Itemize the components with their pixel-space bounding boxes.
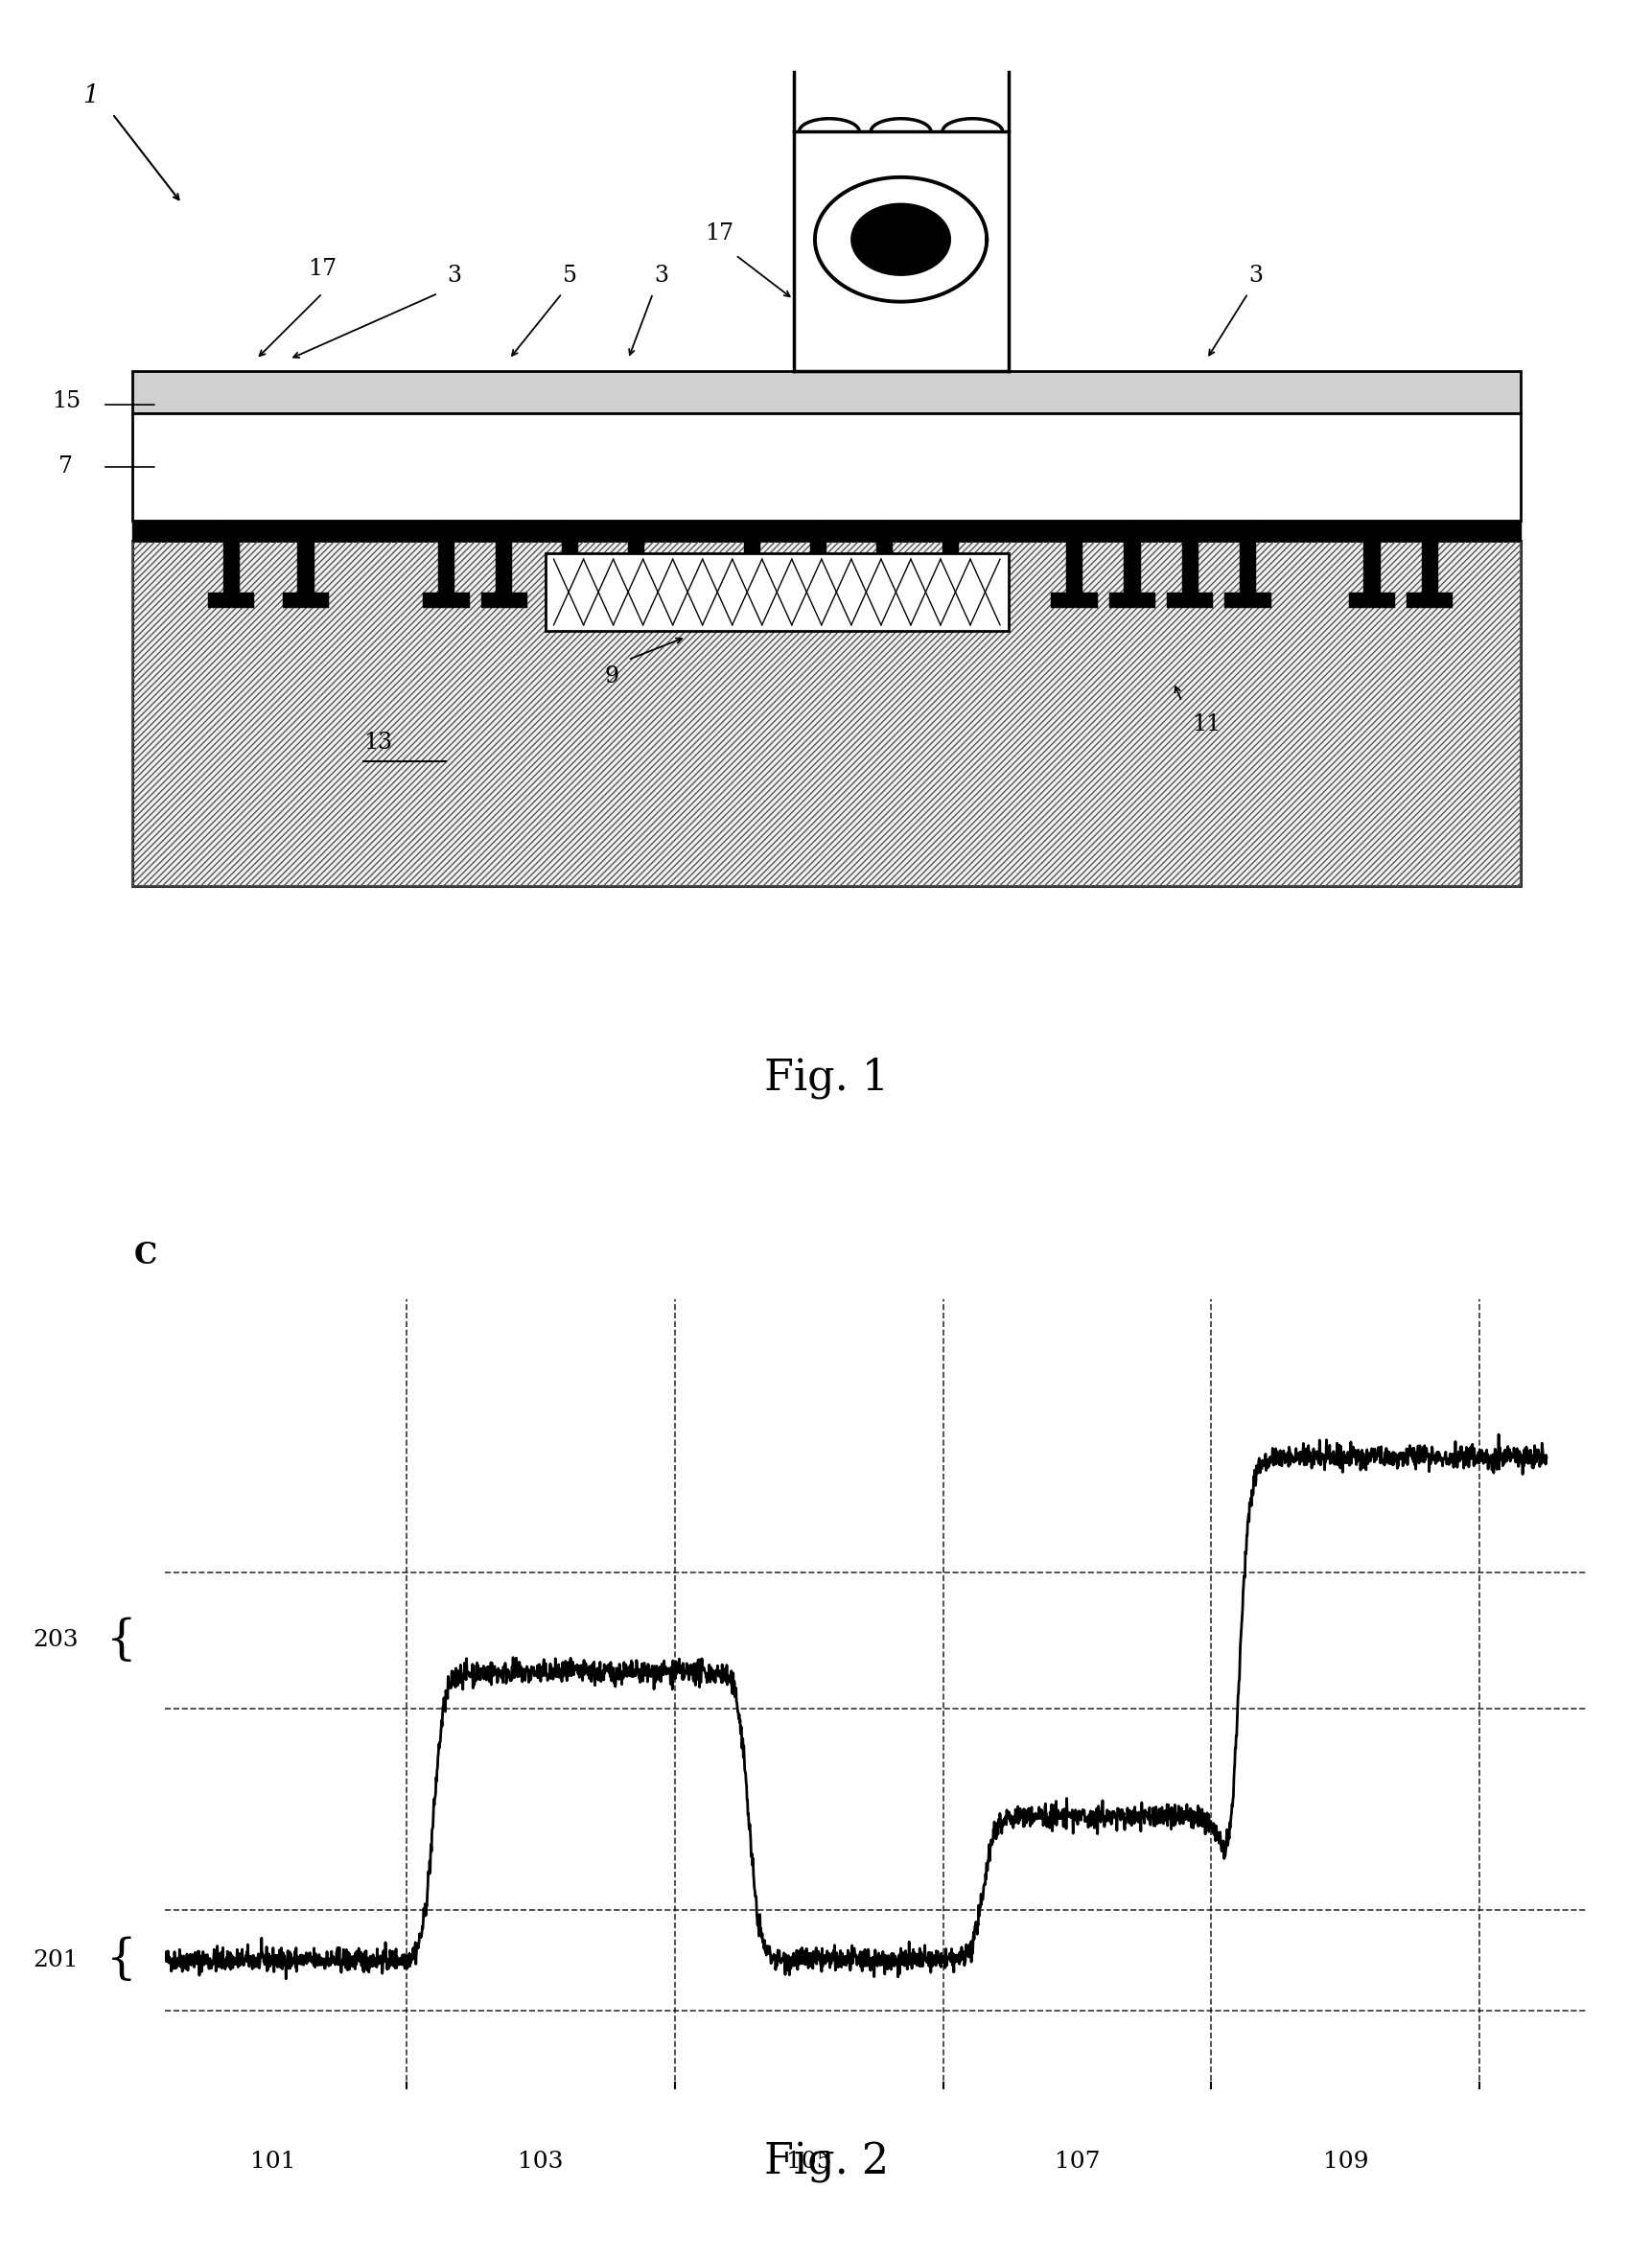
Bar — [1066, 522, 1082, 592]
Bar — [1181, 522, 1198, 592]
Text: 1: 1 — [83, 84, 99, 108]
Bar — [1406, 592, 1452, 608]
Text: 103: 103 — [517, 2151, 563, 2173]
Bar — [1123, 522, 1140, 592]
Bar — [481, 592, 527, 608]
Bar — [562, 522, 578, 592]
Bar — [282, 592, 329, 608]
Bar — [876, 522, 892, 592]
Bar — [423, 592, 469, 608]
Text: 107: 107 — [1054, 2151, 1099, 2173]
Bar — [942, 522, 958, 592]
Bar — [795, 592, 841, 608]
Bar — [208, 592, 254, 608]
Bar — [729, 592, 775, 608]
Bar — [743, 522, 760, 592]
Text: Fig. 1: Fig. 1 — [763, 1057, 889, 1098]
Bar — [927, 592, 973, 608]
Bar — [1108, 592, 1155, 608]
Text: {: { — [106, 1617, 135, 1665]
Bar — [132, 542, 1520, 886]
Text: 11: 11 — [1191, 714, 1221, 736]
Bar — [132, 413, 1520, 522]
Text: 15: 15 — [51, 391, 81, 411]
Bar — [132, 370, 1520, 413]
Polygon shape — [851, 203, 950, 276]
Text: 203: 203 — [33, 1629, 78, 1651]
Text: 5: 5 — [563, 264, 577, 287]
Bar — [809, 522, 826, 592]
Text: 17: 17 — [307, 258, 337, 280]
Text: 7: 7 — [59, 456, 73, 479]
Bar — [496, 522, 512, 592]
Text: 3: 3 — [1249, 264, 1262, 287]
Text: Fig. 2: Fig. 2 — [763, 2142, 889, 2184]
Text: 3: 3 — [654, 264, 667, 287]
Bar — [1421, 522, 1437, 592]
Text: 201: 201 — [33, 1950, 78, 1972]
Bar — [628, 522, 644, 592]
Text: 101: 101 — [249, 2151, 296, 2173]
Text: 105: 105 — [786, 2151, 831, 2173]
Bar — [1348, 592, 1394, 608]
Text: {: { — [106, 1936, 135, 1983]
Text: 3: 3 — [448, 264, 461, 287]
Text: C: C — [134, 1240, 157, 1270]
Bar — [1051, 592, 1097, 608]
Bar — [297, 522, 314, 592]
Bar — [613, 592, 659, 608]
Bar — [1224, 592, 1270, 608]
Bar — [223, 522, 240, 592]
Bar — [1363, 522, 1379, 592]
Bar — [132, 542, 1520, 886]
Bar — [1166, 592, 1213, 608]
Bar — [1239, 522, 1256, 592]
Bar — [547, 592, 593, 608]
Text: 13: 13 — [363, 732, 392, 752]
Text: 17: 17 — [704, 221, 733, 244]
Text: 109: 109 — [1322, 2151, 1368, 2173]
Bar — [861, 592, 907, 608]
Text: 9: 9 — [605, 666, 618, 687]
Bar — [438, 522, 454, 592]
Bar — [132, 522, 1520, 542]
Bar — [545, 553, 1008, 630]
